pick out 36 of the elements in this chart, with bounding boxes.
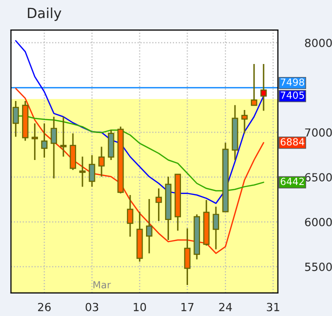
y-tick-label: 7000 <box>305 128 332 137</box>
y-tick-label: 6500 <box>305 173 332 182</box>
candlestick <box>212 206 220 250</box>
candlestick <box>156 188 162 222</box>
data-label: 6442 <box>280 178 304 186</box>
candlestick <box>260 63 267 112</box>
x-tick-label: 03 <box>86 302 98 312</box>
candlestick <box>98 146 105 178</box>
x-tick-label: 10 <box>134 302 146 312</box>
y-tick-label: 8000 <box>305 38 332 48</box>
candlestick <box>250 63 258 106</box>
candlestick <box>60 116 67 158</box>
candlestick <box>146 198 152 254</box>
line-series <box>15 88 264 254</box>
candlestick <box>41 122 48 158</box>
data-label: 6884 <box>280 138 304 146</box>
y-tick-label: 5500 <box>305 262 332 272</box>
candlestick <box>88 154 96 188</box>
annotation: Mar <box>93 281 111 288</box>
x-tick-label: 17 <box>181 302 194 312</box>
candlestick <box>12 100 19 138</box>
candlestick <box>32 122 38 161</box>
candlestick <box>70 132 76 171</box>
candlestick <box>79 156 86 188</box>
candlestick <box>126 194 134 238</box>
candlestick <box>241 109 248 134</box>
candlestick <box>50 116 58 180</box>
x-tick-label: 24 <box>219 302 232 312</box>
x-tick-label: 31 <box>266 302 280 312</box>
chart-title: Daily <box>28 8 62 21</box>
y-tick-label: 6000 <box>305 218 332 226</box>
data-label: 7405 <box>280 92 304 99</box>
x-tick-label: 26 <box>38 302 51 312</box>
candlestick <box>184 228 190 286</box>
candlestick <box>108 129 114 161</box>
ref-line-label: 7498 <box>280 78 304 86</box>
